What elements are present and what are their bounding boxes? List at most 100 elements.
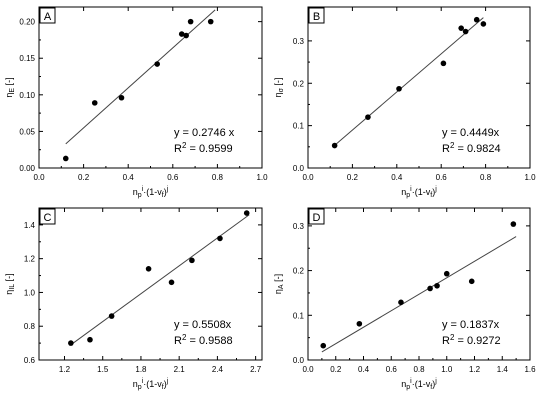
x-label-sub: p — [138, 384, 142, 391]
fit-line — [65, 9, 216, 145]
x-tick-label: 0.4 — [358, 365, 370, 374]
y-label-base: η — [4, 93, 14, 98]
x-tick-label: 0.6 — [436, 173, 448, 182]
x-label-base: n — [401, 379, 406, 389]
data-point — [207, 18, 214, 25]
r2-value: = 0.9588 — [186, 335, 232, 347]
x-tick-label: 0.2 — [347, 173, 359, 182]
chart-panel-a: 0.0 0.2 0.4 0.6 0.8 1.0 0.00 0.05 0.10 0.15 0.20 Ay… — [4, 6, 268, 199]
data-point — [145, 266, 152, 272]
data-point — [62, 155, 69, 162]
data-point — [118, 94, 125, 101]
panel-label: D — [313, 212, 321, 224]
data-point — [510, 221, 517, 227]
x-axis-label: npi·(1-vf)j — [401, 186, 437, 199]
x-tick-label: 2.7 — [250, 365, 262, 374]
x-tick-label: 0.8 — [212, 173, 224, 182]
data-point — [462, 28, 469, 35]
x-tick-label: 1.0 — [524, 173, 536, 182]
y-tick-label: 0.05 — [19, 127, 35, 136]
x-tick-label: 0.4 — [391, 173, 403, 182]
panel-label-box — [308, 208, 325, 225]
x-tick-label: 1.0 — [441, 365, 453, 374]
y-axis-label: ηA [-] — [273, 274, 285, 294]
x-label-sub: p — [406, 384, 410, 391]
y-tick-label: 0.2 — [293, 79, 305, 88]
r2-value: = 0.9272 — [454, 335, 500, 347]
data-point — [398, 299, 404, 306]
y-label-unit: [-] — [273, 78, 283, 89]
x-label-end: ) — [432, 187, 435, 197]
x-label-sub: p — [406, 192, 410, 199]
x-label-sub2: f — [162, 384, 164, 391]
data-point — [168, 279, 175, 286]
x-axis-label: npi·(1-vf)j — [133, 378, 169, 391]
x-label-sup2: j — [434, 378, 437, 385]
y-tick-label: 0.3 — [293, 37, 305, 46]
panel-label: B — [313, 11, 320, 23]
x-tick-label: 0.0 — [33, 173, 45, 182]
fit-r-squared: R2 = 0.9272 — [442, 333, 501, 347]
fit-equation: y = 0.4449x — [442, 127, 500, 139]
y-tick-label: 0.00 — [19, 164, 35, 173]
fit-equation: y = 0.2746 x — [174, 127, 235, 139]
x-tick-label: 0.8 — [413, 365, 425, 374]
y-axis-label: ηIL [-] — [4, 273, 16, 294]
y-tick-label: 0.1 — [293, 311, 305, 320]
y-tick-label: 0.3 — [293, 222, 305, 231]
x-label-mid: ·(1-v — [143, 187, 162, 197]
y-label-unit: [-] — [4, 273, 14, 284]
y-tick-label: 0.15 — [19, 54, 35, 63]
x-tick-label: 0.2 — [330, 365, 342, 374]
r2-base: R — [442, 143, 450, 155]
y-label-sub: A — [278, 284, 285, 289]
data-point — [331, 142, 338, 149]
data-point — [396, 85, 402, 92]
y-label-base: η — [273, 289, 283, 294]
y-label-unit: [-] — [273, 274, 283, 285]
x-tick-label: 1.2 — [59, 365, 71, 374]
y-tick-label: 0.0 — [293, 164, 305, 173]
x-label-end: ) — [432, 379, 435, 389]
data-point — [365, 114, 371, 120]
x-label-sup: i — [410, 378, 412, 385]
x-tick-label: 0.8 — [480, 173, 492, 182]
x-tick-label: 1.2 — [469, 365, 481, 374]
r2-base: R — [174, 143, 182, 155]
data-point — [154, 61, 160, 67]
y-tick-label: 0.2 — [293, 267, 305, 276]
fit-r-squared: R2 = 0.9599 — [174, 141, 233, 155]
data-point — [187, 18, 194, 25]
fit-r-squared: R2 = 0.9588 — [174, 333, 233, 347]
x-label-sup: i — [410, 186, 412, 193]
x-tick-label: 2.1 — [174, 365, 186, 374]
data-point — [68, 340, 74, 346]
x-label-sup: i — [142, 378, 144, 385]
panel-label: C — [44, 212, 52, 224]
x-label-sub2: f — [430, 192, 432, 199]
r2-superscript: 2 — [182, 333, 187, 342]
data-point — [91, 100, 98, 106]
r2-base: R — [442, 335, 450, 347]
x-label-mid: ·(1-v — [143, 379, 162, 389]
chart-panel-b: 0.0 0.2 0.4 0.6 0.8 1.0 0.0 0.1 0.2 0.3 By = 0.444… — [273, 6, 536, 199]
y-tick-label: 0.6 — [24, 356, 36, 365]
x-tick-label: 1.6 — [524, 365, 536, 374]
chart-panel-c: 1.2 1.5 1.8 2.1 2.4 2.7 0.6 0.8 1.0 1.2 1.4 Cy = 0.… — [4, 207, 263, 391]
data-point — [108, 313, 115, 319]
r2-superscript: 2 — [450, 141, 455, 150]
r2-value: = 0.9824 — [454, 143, 500, 155]
fit-line — [332, 17, 484, 148]
y-axis-label: ηE [-] — [4, 77, 16, 97]
y-tick-label: 1.0 — [24, 288, 36, 297]
x-tick-label: 2.4 — [212, 365, 224, 374]
x-label-end: ) — [164, 187, 167, 197]
x-label-sub: p — [138, 192, 142, 199]
x-label-sup2: j — [166, 186, 169, 193]
data-point — [443, 270, 450, 277]
chart-panel-d: 0.0 0.2 0.4 0.6 0.8 1.0 1.2 1.4 1.6 0.0 0.1 0.2 0.3 D… — [273, 207, 536, 391]
x-label-sup2: j — [166, 378, 169, 385]
x-tick-label: 1.8 — [135, 365, 147, 374]
